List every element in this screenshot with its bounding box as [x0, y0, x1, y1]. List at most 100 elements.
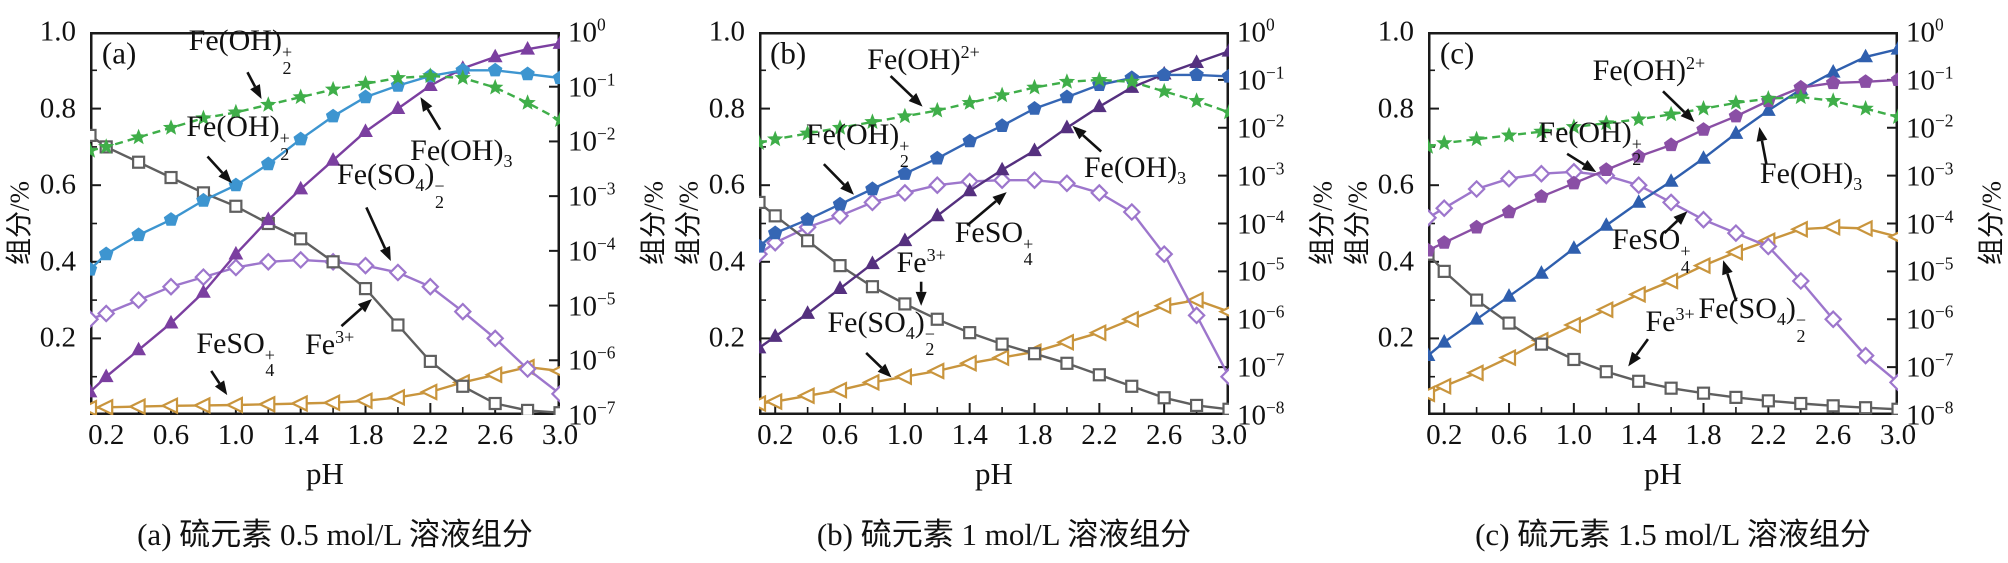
x-tick-1.4: 1.4 — [282, 419, 319, 451]
x-tick-2.2: 2.2 — [412, 419, 449, 451]
x-axis-label: pH — [975, 456, 1013, 491]
y-axis-ticks-left: 1.0 0.8 0.6 0.4 0.2 — [1338, 17, 1421, 415]
series-Fe(OH)3 — [759, 43, 1229, 354]
y-axis-label-right: 组分/% — [638, 181, 669, 265]
chart-caption: (c) 硫元素 1.5 mol/L 溶液组分 — [1475, 517, 1871, 552]
y-left-tick-0.6: 0.6 — [1377, 168, 1414, 201]
x-tick-1.0: 1.0 — [1555, 419, 1592, 451]
x-tick-1.4: 1.4 — [1620, 419, 1657, 451]
plot-area — [1428, 32, 1898, 415]
series-Fe(OH)2^+ — [759, 67, 1229, 253]
series-Fe3+ — [759, 195, 1229, 415]
x-tick-1.0: 1.0 — [886, 419, 923, 451]
y-right-tick-1e-2: 10−2 — [1906, 110, 1954, 145]
x-tick-2.6: 2.6 — [1815, 419, 1852, 451]
y-axis-ticks-left: 1.0 0.8 0.6 0.4 0.2 — [669, 17, 752, 415]
series-Fe3+ — [90, 128, 560, 415]
y-left-tick-1.0: 1.0 — [1377, 15, 1414, 48]
y-left-tick-0.6: 0.6 — [39, 168, 76, 201]
y-right-tick-1e-7: 10−7 — [1237, 349, 1285, 384]
y-right-tick-1e-8: 10−8 — [1906, 397, 1954, 432]
y-right-tick-1e-6: 10−6 — [568, 342, 616, 377]
series-Fe(OH)^2+ — [1428, 88, 1898, 154]
y-right-tick-1e-5: 10−5 — [1906, 254, 1954, 288]
y-right-tick-1e-3: 10−3 — [1906, 158, 1954, 192]
y-left-tick-0.8: 0.8 — [1377, 92, 1414, 125]
y-axis-ticks-right: 100 10−1 10−2 10−3 10−4 10−5 10−6 10−7 10−8 — [1903, 16, 1985, 430]
plot-area — [90, 32, 560, 415]
y-right-tick-1e-2: 10−2 — [1237, 110, 1285, 145]
x-tick-2.6: 2.6 — [1146, 419, 1183, 451]
y-right-tick-1e-2: 10−2 — [568, 124, 616, 158]
y-right-tick-1e-4: 10−4 — [1237, 206, 1285, 240]
y-right-tick-1e-6: 10−6 — [1237, 301, 1285, 336]
series-FeSO4+ — [759, 171, 1229, 386]
x-tick-2.2: 2.2 — [1750, 419, 1787, 451]
chart-caption: (b) 硫元素 1 mol/L 溶液组分 — [816, 517, 1192, 552]
y-right-tick-1e-6: 10−6 — [1906, 301, 1954, 336]
y-axis-ticks-left: 1.0 0.8 0.6 0.4 0.2 — [0, 17, 83, 415]
y-right-tick-1e-3: 10−3 — [1237, 158, 1285, 192]
x-tick-0.2: 0.2 — [88, 419, 125, 451]
series-Fe(OH)3 — [90, 35, 560, 398]
x-axis-label: pH — [1644, 456, 1682, 491]
series-Fe3+ — [1428, 247, 1898, 415]
chart-panel-a: 组分/% 1.0 0.8 0.6 0.4 0.2 (a) Fe(OH) +2 Fe(OH) +2… — [0, 0, 669, 563]
x-tick-0.6: 0.6 — [1490, 419, 1528, 451]
series-Fe(SO4)2- — [90, 250, 560, 404]
y-right-tick-1e-1: 10−1 — [568, 69, 616, 104]
y-right-tick-1e-5: 10−5 — [1237, 254, 1285, 288]
x-tick-1.8: 1.8 — [1016, 419, 1053, 451]
chart-panel-b: 组分/% 1.0 0.8 0.6 0.4 0.2 (b) Fe(OH)2+ Fe(OH) +2… — [669, 0, 1338, 563]
x-tick-0.2: 0.2 — [757, 419, 794, 451]
x-tick-1.8: 1.8 — [1685, 419, 1722, 451]
x-axis-label: pH — [306, 456, 344, 491]
x-tick-3.0: 3.0 — [1210, 419, 1248, 451]
y-right-tick-1e0: 100 — [568, 14, 606, 49]
series-Fe(OH)^2+ — [759, 71, 1229, 150]
y-right-tick-1e-3: 10−3 — [568, 178, 616, 213]
y-left-tick-0.2: 0.2 — [708, 321, 745, 354]
x-tick-2.2: 2.2 — [1081, 419, 1118, 451]
y-left-tick-1.0: 1.0 — [39, 15, 76, 48]
y-left-tick-1.0: 1.0 — [708, 15, 745, 48]
series-Fe(OH)2+ — [90, 67, 560, 158]
x-tick-1.8: 1.8 — [347, 419, 384, 451]
plot-area — [759, 32, 1229, 415]
y-left-tick-0.4: 0.4 — [39, 245, 76, 278]
y-axis-label-right: 组分/% — [1307, 181, 1338, 265]
x-tick-0.6: 0.6 — [152, 419, 190, 451]
series-Fe(OH)2^+ — [1428, 72, 1898, 257]
y-right-tick-1e-7: 10−7 — [568, 397, 616, 432]
x-axis-ticks: 0.2 0.6 1.0 1.4 1.8 2.2 2.6 3.0 — [757, 419, 1247, 455]
y-right-tick-1e-5: 10−5 — [568, 288, 616, 322]
x-tick-3.0: 3.0 — [541, 419, 579, 451]
chart-caption: (a) 硫元素 0.5 mol/L 溶液组分 — [137, 517, 533, 552]
y-right-tick-1e-1: 10−1 — [1237, 62, 1285, 97]
y-left-tick-0.4: 0.4 — [1377, 245, 1414, 278]
y-right-tick-1e-8: 10−8 — [1237, 397, 1285, 432]
series-Fe(SO4)2- — [1428, 218, 1898, 403]
x-axis-ticks: 0.2 0.6 1.0 1.4 1.8 2.2 2.6 3.0 — [88, 419, 578, 455]
x-tick-0.6: 0.6 — [821, 419, 859, 451]
y-right-tick-1e-4: 10−4 — [568, 233, 616, 268]
y-right-tick-1e-4: 10−4 — [1906, 206, 1954, 240]
chart-panel-c: 组分/% 1.0 0.8 0.6 0.4 0.2 (c) Fe(OH)2+ Fe(OH) +2… — [1338, 0, 2007, 563]
y-right-tick-1e-1: 10−1 — [1906, 62, 1954, 97]
x-axis-ticks: 0.2 0.6 1.0 1.4 1.8 2.2 2.6 3.0 — [1426, 419, 1916, 455]
series-Fe(OH)3 — [1428, 41, 1898, 361]
x-tick-1.0: 1.0 — [217, 419, 254, 451]
y-left-tick-0.6: 0.6 — [708, 168, 745, 201]
y-axis-ticks-right: 100 10−1 10−2 10−3 10−4 10−5 10−6 10−7 10−8 — [1234, 16, 1316, 430]
x-tick-2.6: 2.6 — [477, 419, 514, 451]
y-left-tick-0.8: 0.8 — [39, 92, 76, 125]
y-right-tick-1e-7: 10−7 — [1906, 349, 1954, 384]
x-tick-1.4: 1.4 — [951, 419, 988, 451]
y-axis-label-right: 组分/% — [1976, 181, 2007, 265]
y-left-tick-0.8: 0.8 — [708, 92, 745, 125]
y-axis-ticks-right: 100 10−1 10−2 10−3 10−4 10−5 10−6 10−7 — [565, 16, 647, 430]
x-tick-0.2: 0.2 — [1426, 419, 1463, 451]
y-left-tick-0.2: 0.2 — [1377, 321, 1414, 354]
y-right-tick-1e0: 100 — [1237, 14, 1275, 49]
